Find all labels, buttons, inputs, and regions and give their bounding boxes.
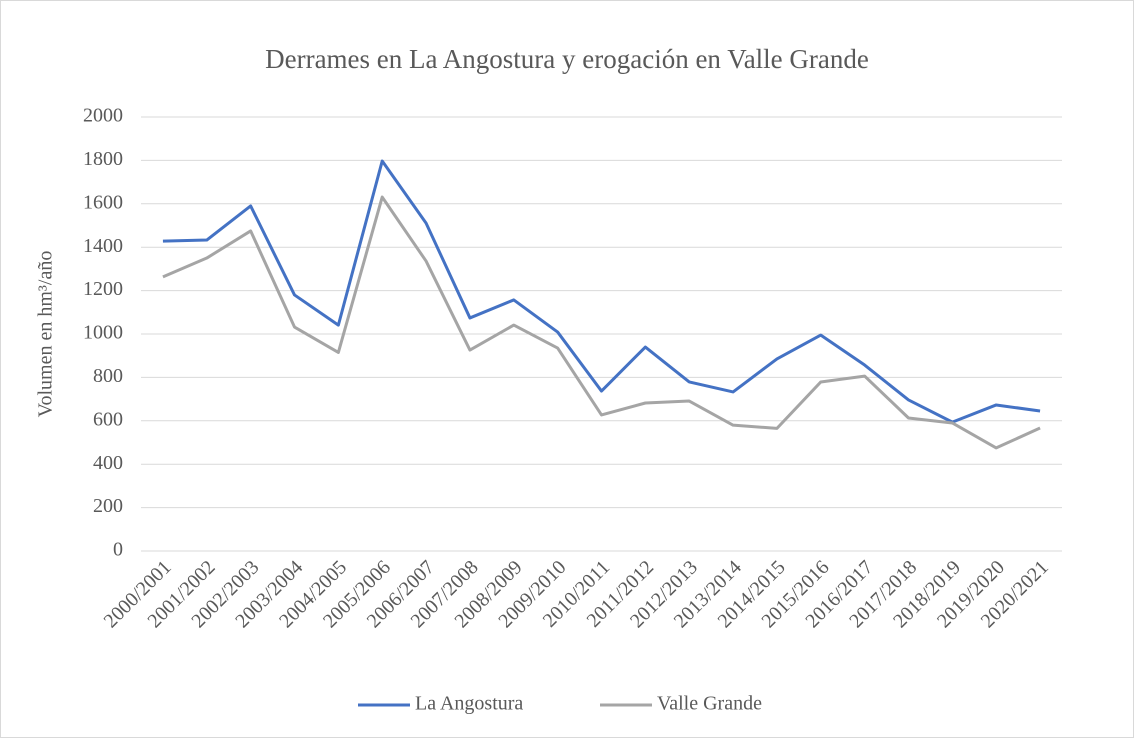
chart-title: Derrames en La Angostura y erogación en … xyxy=(265,44,869,74)
y-tick-label: 200 xyxy=(93,495,123,517)
legend-label: Valle Grande xyxy=(657,693,762,715)
y-axis-label: Volumen en hm³/año xyxy=(35,251,57,418)
series-line xyxy=(162,159,1041,424)
y-tick-label: 2000 xyxy=(83,105,123,127)
y-tick-label: 800 xyxy=(93,365,123,387)
legend-label: La Angostura xyxy=(415,693,523,715)
y-tick-label: 1400 xyxy=(83,235,123,257)
series-line xyxy=(162,195,1041,450)
y-tick-label: 1000 xyxy=(83,322,123,344)
y-tick-label: 600 xyxy=(93,408,123,430)
y-tick-label: 1600 xyxy=(83,191,123,213)
y-tick-label: 400 xyxy=(93,452,123,474)
y-tick-label: 1800 xyxy=(83,148,123,170)
y-tick-label: 0 xyxy=(113,539,123,561)
y-tick-label: 1200 xyxy=(83,278,123,300)
